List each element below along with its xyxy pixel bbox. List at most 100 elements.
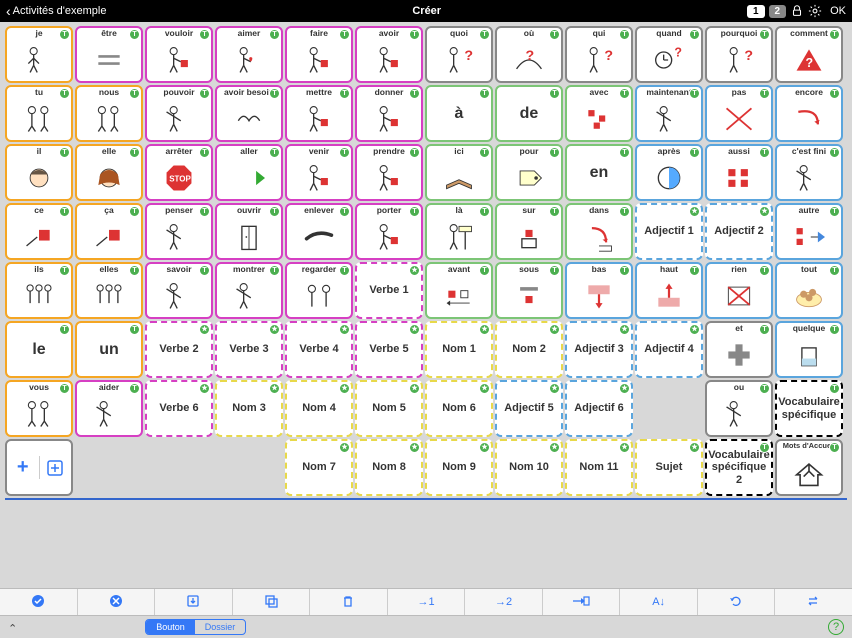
vocab-cell-add[interactable]: +: [5, 439, 73, 496]
vocab-cell-mettre[interactable]: mettre: [285, 85, 353, 142]
vocab-cell-adjectif-6[interactable]: Adjectif 6: [565, 380, 633, 437]
vocab-cell-nom-1[interactable]: Nom 1: [425, 321, 493, 378]
vocab-cell-avoir-besoin[interactable]: avoir besoin: [215, 85, 283, 142]
vocab-cell-prendre[interactable]: prendre: [355, 144, 423, 201]
vocab-cell-encore[interactable]: encore: [775, 85, 843, 142]
vocab-cell-arr-ter[interactable]: arrêterSTOP: [145, 144, 213, 201]
tool-check[interactable]: [0, 589, 78, 615]
vocab-cell-verbe-6[interactable]: Verbe 6: [145, 380, 213, 437]
page-2-button[interactable]: 2: [769, 5, 787, 18]
vocab-cell-nom-10[interactable]: Nom 10: [495, 439, 563, 496]
vocab-cell-elle[interactable]: elle: [75, 144, 143, 201]
vocab-cell-tu[interactable]: tu: [5, 85, 73, 142]
vocab-cell-nom-6[interactable]: Nom 6: [425, 380, 493, 437]
vocab-cell-haut[interactable]: haut: [635, 262, 703, 319]
vocab-cell-nom-9[interactable]: Nom 9: [425, 439, 493, 496]
vocab-cell--a[interactable]: ça: [75, 203, 143, 260]
vocab-cell-pour[interactable]: pour: [495, 144, 563, 201]
vocab-cell-quoi[interactable]: quoi?: [425, 26, 493, 83]
vocab-cell-rien[interactable]: rien: [705, 262, 773, 319]
vocab-cell-autre[interactable]: autre: [775, 203, 843, 260]
vocab-cell-un[interactable]: un: [75, 321, 143, 378]
vocab-cell-ici[interactable]: ici: [425, 144, 493, 201]
vocab-cell-pourquoi[interactable]: pourquoi?: [705, 26, 773, 83]
vocab-cell-aller[interactable]: aller: [215, 144, 283, 201]
vocab-cell-aimer[interactable]: aimer: [215, 26, 283, 83]
vocab-cell-mots-d-accueil[interactable]: Mots d'Accueil: [775, 439, 843, 496]
vocab-cell-nom-7[interactable]: Nom 7: [285, 439, 353, 496]
vocab-cell-vocabulaire-sp-cifique[interactable]: Vocabulaire spécifique: [775, 380, 843, 437]
vocab-cell-bas[interactable]: bas: [565, 262, 633, 319]
tool-trash[interactable]: [310, 589, 388, 615]
seg-dossier[interactable]: Dossier: [195, 620, 246, 634]
vocab-cell-sujet[interactable]: Sujet: [635, 439, 703, 496]
vocab-cell-avec[interactable]: avec: [565, 85, 633, 142]
tool-tofolder[interactable]: [543, 589, 621, 615]
add-button-icon[interactable]: +: [7, 456, 40, 479]
vocab-cell-aider[interactable]: aider: [75, 380, 143, 437]
vocab-cell-pouvoir[interactable]: pouvoir: [145, 85, 213, 142]
vocab-cell-o-[interactable]: où?: [495, 26, 563, 83]
vocab-cell-vouloir[interactable]: vouloir: [145, 26, 213, 83]
vocab-cell-maintenant[interactable]: maintenant: [635, 85, 703, 142]
vocab-cell-donner[interactable]: donner: [355, 85, 423, 142]
vocab-cell-dans[interactable]: dans: [565, 203, 633, 260]
vocab-cell-ouvrir[interactable]: ouvrir: [215, 203, 283, 260]
add-folder-icon[interactable]: [40, 458, 72, 478]
caret-icon[interactable]: ⌄: [8, 621, 17, 634]
vocab-cell-c-est-fini[interactable]: c'est fini: [775, 144, 843, 201]
vocab-cell-quand[interactable]: quand?: [635, 26, 703, 83]
tool-copy[interactable]: [233, 589, 311, 615]
vocab-cell-nom-4[interactable]: Nom 4: [285, 380, 353, 437]
vocab-cell-nom-5[interactable]: Nom 5: [355, 380, 423, 437]
gear-icon[interactable]: [808, 4, 822, 18]
tool-to1[interactable]: →1: [388, 589, 466, 615]
vocab-cell-quelque[interactable]: quelque: [775, 321, 843, 378]
vocab-cell-qui[interactable]: qui?: [565, 26, 633, 83]
vocab-cell-verbe-4[interactable]: Verbe 4: [285, 321, 353, 378]
vocab-cell-nom-3[interactable]: Nom 3: [215, 380, 283, 437]
vocab-cell-ou[interactable]: ou: [705, 380, 773, 437]
vocab-cell--tre[interactable]: être: [75, 26, 143, 83]
tool-swap[interactable]: [775, 589, 852, 615]
vocab-cell-comment[interactable]: comment?: [775, 26, 843, 83]
vocab-cell-verbe-2[interactable]: Verbe 2: [145, 321, 213, 378]
vocab-cell-enlever[interactable]: enlever: [285, 203, 353, 260]
vocab-cell-adjectif-1[interactable]: Adjectif 1: [635, 203, 703, 260]
ok-button[interactable]: OK: [830, 5, 846, 17]
vocab-cell-faire[interactable]: faire: [285, 26, 353, 83]
vocab-cell-adjectif-5[interactable]: Adjectif 5: [495, 380, 563, 437]
vocab-cell-verbe-3[interactable]: Verbe 3: [215, 321, 283, 378]
vocab-cell-pas[interactable]: pas: [705, 85, 773, 142]
tool-cancel[interactable]: [78, 589, 156, 615]
vocab-cell-le[interactable]: le: [5, 321, 73, 378]
vocab-cell-adjectif-2[interactable]: Adjectif 2: [705, 203, 773, 260]
vocab-cell-avant[interactable]: avant: [425, 262, 493, 319]
page-1-button[interactable]: 1: [747, 5, 765, 18]
tool-refresh[interactable]: [698, 589, 776, 615]
tool-import[interactable]: [155, 589, 233, 615]
vocab-cell-nom-11[interactable]: Nom 11: [565, 439, 633, 496]
vocab-cell-vocabulaire-sp-cifique-2[interactable]: Vocabulaire spécifique 2: [705, 439, 773, 496]
vocab-cell-verbe-5[interactable]: Verbe 5: [355, 321, 423, 378]
vocab-cell-verbe-1[interactable]: Verbe 1: [355, 262, 423, 319]
vocab-cell-savoir[interactable]: savoir: [145, 262, 213, 319]
vocab-cell-nom-2[interactable]: Nom 2: [495, 321, 563, 378]
vocab-cell-sous[interactable]: sous: [495, 262, 563, 319]
vocab-cell-et[interactable]: et: [705, 321, 773, 378]
back-button[interactable]: ‹ Activités d'exemple: [6, 3, 106, 19]
lock-icon[interactable]: [790, 4, 804, 18]
vocab-cell-l-[interactable]: là: [425, 203, 493, 260]
vocab-cell-en[interactable]: en: [565, 144, 633, 201]
vocab-cell-avoir[interactable]: avoir: [355, 26, 423, 83]
vocab-cell-montrer[interactable]: montrer: [215, 262, 283, 319]
vocab-cell-elles[interactable]: elles: [75, 262, 143, 319]
help-button[interactable]: ?: [828, 619, 844, 635]
vocab-cell-tout[interactable]: tout: [775, 262, 843, 319]
tool-to2[interactable]: →2: [465, 589, 543, 615]
vocab-cell-adjectif-4[interactable]: Adjectif 4: [635, 321, 703, 378]
vocab-cell-ce[interactable]: ce: [5, 203, 73, 260]
vocab-cell--[interactable]: à: [425, 85, 493, 142]
vocab-cell-sur[interactable]: sur: [495, 203, 563, 260]
vocab-cell-adjectif-3[interactable]: Adjectif 3: [565, 321, 633, 378]
